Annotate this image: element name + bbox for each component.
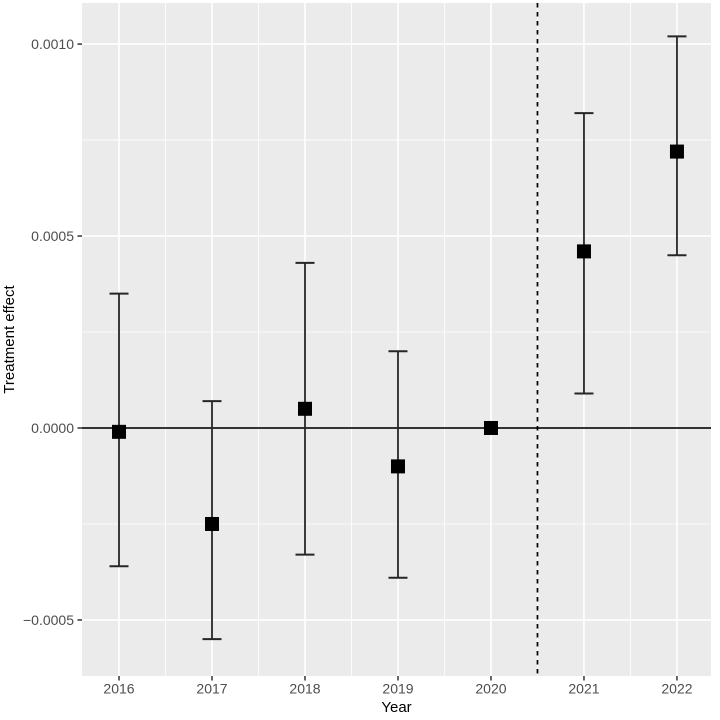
plot-panel [82, 3, 711, 676]
x-tick-label-2017: 2017 [196, 681, 227, 697]
point-estimate-2018 [297, 401, 312, 416]
x-tick-label-2020: 2020 [475, 681, 506, 697]
reference-lines [82, 3, 711, 676]
point-estimate-2016 [112, 424, 127, 439]
y-tick-label-0.0005: 0.0005 [31, 228, 74, 244]
x-axis-title: Year [381, 699, 411, 716]
y-tick-label--0.0005: −0.0005 [23, 612, 74, 628]
axes: 2016 2017 2018 2019 2020 2021 2022 0.0010 0.0005… [23, 36, 693, 696]
y-tick-label-0: 0.0000 [31, 420, 74, 436]
y-tick-label-0.001: 0.0010 [31, 36, 74, 52]
x-tick-label-2019: 2019 [382, 681, 413, 697]
point-estimate-2019 [390, 459, 405, 474]
point-estimate-2022 [669, 144, 684, 159]
y-axis-title: Treatment effect [1, 284, 18, 393]
panel-background [82, 3, 711, 676]
point-estimate-2017 [205, 516, 220, 531]
x-tick-label-2022: 2022 [661, 681, 692, 697]
x-tick-label-2016: 2016 [103, 681, 134, 697]
point-estimate-2020 [483, 420, 498, 435]
x-tick-label-2021: 2021 [568, 681, 599, 697]
data-marks [109, 35, 687, 641]
x-tick-label-2018: 2018 [289, 681, 320, 697]
point-estimate-2021 [576, 244, 591, 259]
